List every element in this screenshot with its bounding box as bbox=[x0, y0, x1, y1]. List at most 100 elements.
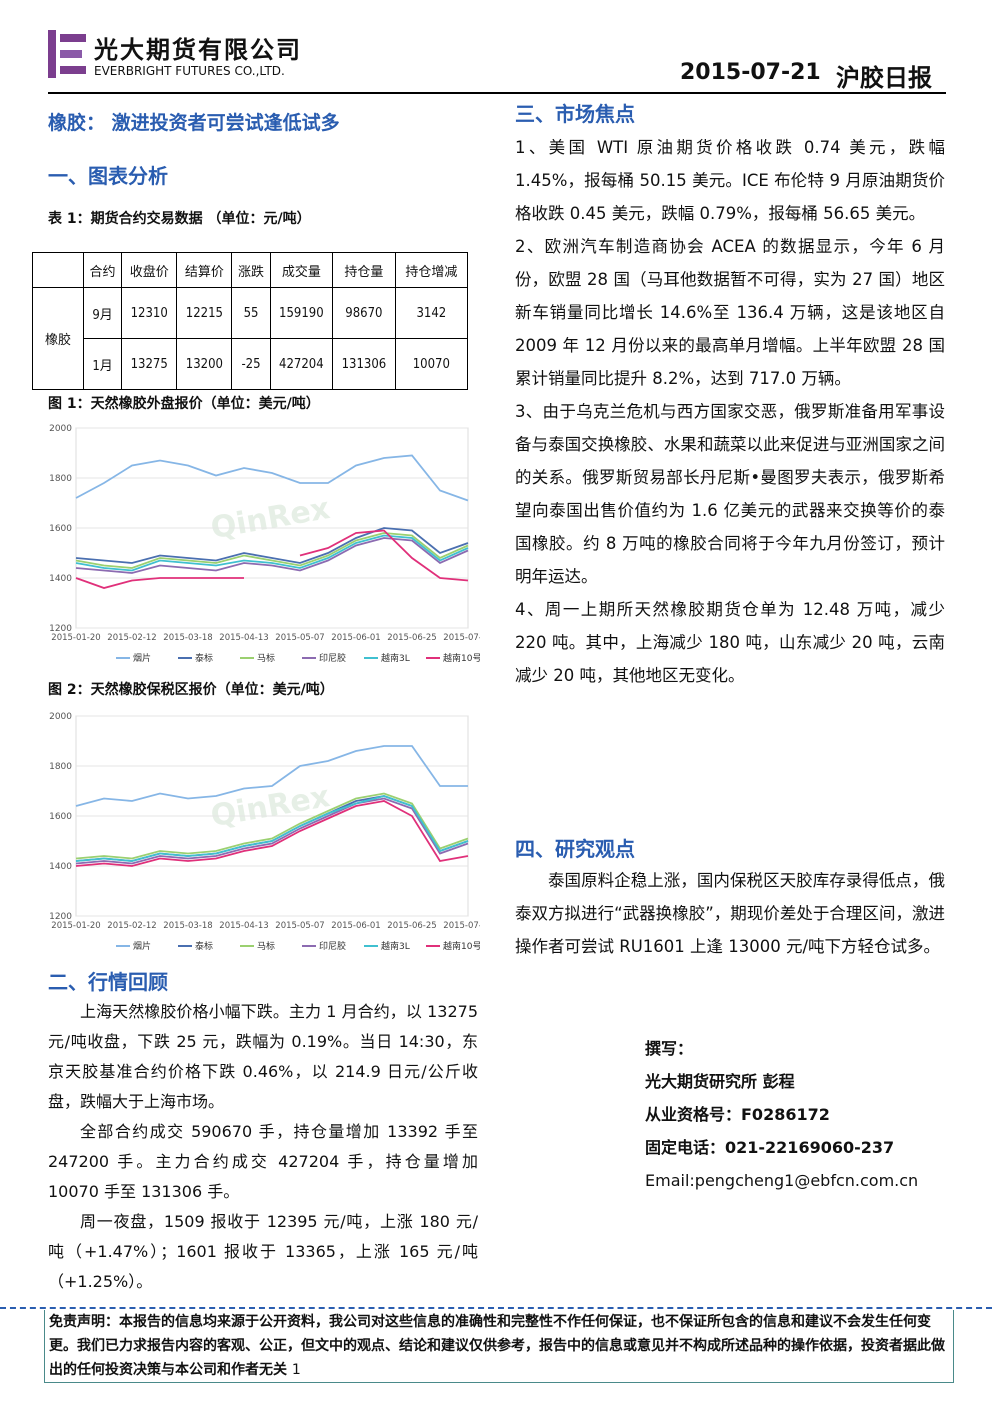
table-header: 成交量 bbox=[269, 252, 334, 288]
section-title: 三、市场焦点 bbox=[515, 102, 635, 126]
y-tick-label: 2000 bbox=[49, 424, 72, 434]
legend-label: 印尼胶 bbox=[319, 652, 346, 664]
date: 2015-07-21 bbox=[680, 60, 821, 85]
x-tick-label: 2015-01-20 bbox=[51, 633, 100, 643]
chart-caption: 图 1：天然橡胶外盘报价（单位：美元/吨） bbox=[48, 396, 320, 412]
series-line bbox=[75, 534, 469, 572]
x-tick-label: 2015-07-20 bbox=[443, 921, 480, 931]
legend-label: 泰标 bbox=[195, 940, 213, 952]
headline: 橡胶： 激进投资者可尝试逢低试多 bbox=[48, 112, 340, 134]
table-row: 橡胶 9月 12310 12215 55 159190 98670 3142 bbox=[32, 287, 469, 390]
series-line bbox=[75, 577, 244, 589]
x-tick-label: 2015-03-18 bbox=[163, 633, 212, 643]
paragraph: 周一夜盘，1509 报收于 12395 元/吨，上涨 180 元/吨（+1.47… bbox=[48, 1212, 478, 1291]
legend-label: 印尼胶 bbox=[319, 940, 346, 952]
x-tick-label: 2015-07-20 bbox=[443, 633, 480, 643]
paragraph: 上海天然橡胶价格小幅下跌。主力 1 月合约，以 13275 元/吨收盘，下跌 2… bbox=[48, 1002, 478, 1111]
table-cell: 13275 bbox=[121, 338, 178, 390]
series-line bbox=[75, 454, 469, 502]
x-tick-label: 2015-06-25 bbox=[387, 633, 436, 643]
legend-label: 越南3L bbox=[381, 940, 410, 952]
x-tick-label: 2015-06-01 bbox=[331, 921, 380, 931]
table-cell: 3142 bbox=[394, 287, 469, 339]
y-tick-label: 1800 bbox=[49, 474, 72, 484]
table-cell: 55 bbox=[231, 287, 271, 339]
series-line bbox=[75, 795, 469, 862]
author-line: 固定电话：021-22169060-237 bbox=[645, 1138, 895, 1157]
table-cell: 159190 bbox=[269, 287, 334, 339]
section-title: 一、图表分析 bbox=[48, 164, 168, 188]
author: 撰写： 光大期货研究所 彭程 从业资格号：F0286172 固定电话：021-2… bbox=[645, 1032, 918, 1197]
paragraph: 泰国原料企稳上涨，国内保税区天胶库存录得低点，俄泰双方拟进行“武器换橡胶”，期现… bbox=[515, 871, 945, 956]
table-caption: 表 1：期货合约交易数据 （单位：元/吨） bbox=[48, 211, 311, 227]
series-line bbox=[75, 797, 469, 865]
table-cell: 10070 bbox=[394, 338, 469, 390]
series-line bbox=[75, 537, 469, 574]
y-tick-label: 1400 bbox=[49, 862, 72, 872]
paragraph: 3、由于乌克兰危机与西方国家交恶，俄罗斯准备用军事设备与泰国交换橡胶、水果和蔬菜… bbox=[515, 402, 945, 586]
disclaimer: 免责声明：本报告的信息均来源于公开资料，我公司对这些信息的准确性和完整性不作任何… bbox=[49, 1314, 945, 1378]
x-tick-label: 2015-01-20 bbox=[51, 921, 100, 931]
company-en: EVERBRIGHT FUTURES CO.,LTD. bbox=[94, 64, 285, 78]
table-header: 合约 bbox=[82, 252, 123, 288]
company: 光大期货有限公司 bbox=[94, 36, 302, 64]
table-cell: 1月 bbox=[82, 338, 123, 390]
legend-label: 马标 bbox=[257, 940, 275, 952]
table-cell: 427204 bbox=[269, 338, 334, 390]
author-line: 从业资格号：F0286172 bbox=[645, 1105, 830, 1124]
series-line bbox=[75, 532, 469, 569]
table-cell: 橡胶 bbox=[32, 287, 84, 390]
table-cell: -25 bbox=[231, 338, 271, 390]
table-header: 涨跌 bbox=[231, 252, 271, 288]
x-tick-label: 2015-04-13 bbox=[219, 921, 268, 931]
series-line bbox=[75, 800, 469, 867]
x-tick-label: 2015-04-13 bbox=[219, 633, 268, 643]
report-name: 沪胶日报 bbox=[836, 64, 932, 92]
table-header: 收盘价 bbox=[121, 252, 178, 288]
author-line: 撰写： bbox=[645, 1039, 694, 1058]
legend-label: 越南3L bbox=[381, 652, 410, 664]
y-tick-label: 1600 bbox=[49, 812, 72, 822]
table-cell: 13200 bbox=[176, 338, 233, 390]
paragraph: 2、欧洲汽车制造商协会 ACEA 的数据显示，今年 6 月份，欧盟 28 国（马… bbox=[515, 237, 945, 388]
table-row: 1月 13275 13200 -25 427204 131306 10070 bbox=[33, 338, 469, 390]
disclaimer-box: 免责声明：本报告的信息均来源于公开资料，我公司对这些信息的准确性和完整性不作任何… bbox=[44, 1310, 954, 1383]
section-title: 二、行情回顾 bbox=[48, 970, 168, 994]
series-line bbox=[299, 529, 469, 582]
page-number: 1 bbox=[291, 1362, 301, 1378]
legend-label: 泰标 bbox=[195, 652, 213, 664]
table-cell: 12310 bbox=[121, 287, 178, 339]
section-title: 四、研究观点 bbox=[515, 837, 635, 861]
legend-label: 烟片 bbox=[133, 652, 151, 664]
review: 上海天然橡胶价格小幅下跌。主力 1 月合约，以 13275 元/吨收盘，下跌 2… bbox=[48, 997, 478, 1297]
table-cell: 98670 bbox=[332, 287, 396, 339]
x-tick-label: 2015-03-18 bbox=[163, 921, 212, 931]
table-cell bbox=[32, 252, 84, 288]
table-header: 持仓增减 bbox=[394, 252, 469, 288]
logo bbox=[48, 30, 86, 78]
table: 合约 收盘价 结算价 涨跌 成交量 持仓量 持仓增减 橡胶 9月 12310 12215 55 1591… bbox=[32, 252, 469, 390]
y-tick-label: 2000 bbox=[49, 712, 72, 722]
paragraph: 1、美国 WTI 原油期货价格收跌 0.74 美元，跌幅 1.45%，报每桶 5… bbox=[515, 138, 945, 223]
paragraph: 4、周一上期所天然橡胶期货仓单为 12.48 万吨，减少 220 吨。其中，上海… bbox=[515, 600, 945, 685]
x-tick-label: 2015-05-07 bbox=[275, 921, 324, 931]
series-line bbox=[75, 792, 469, 860]
table-cell: 9月 bbox=[82, 287, 123, 339]
y-tick-label: 1400 bbox=[49, 574, 72, 584]
legend-label: 越南10号 bbox=[443, 940, 480, 952]
x-tick-label: 2015-02-12 bbox=[107, 633, 156, 643]
rule bbox=[48, 92, 946, 94]
legend-label: 马标 bbox=[257, 652, 275, 664]
chart-caption: 图 2：天然橡胶保税区报价（单位：美元/吨） bbox=[48, 682, 334, 698]
legend-label: 越南10号 bbox=[443, 652, 480, 664]
author-line: 光大期货研究所 彭程 bbox=[645, 1072, 795, 1091]
y-tick-label: 1200 bbox=[49, 912, 72, 922]
x-tick-label: 2015-02-12 bbox=[107, 921, 156, 931]
x-tick-label: 2015-06-25 bbox=[387, 921, 436, 931]
y-tick-label: 1600 bbox=[49, 524, 72, 534]
series-line bbox=[75, 527, 469, 564]
x-tick-label: 2015-06-01 bbox=[331, 633, 380, 643]
paragraph: 全部合约成交 590670 手，持仓量增加 13392 手至 247200 手。… bbox=[48, 1122, 478, 1201]
